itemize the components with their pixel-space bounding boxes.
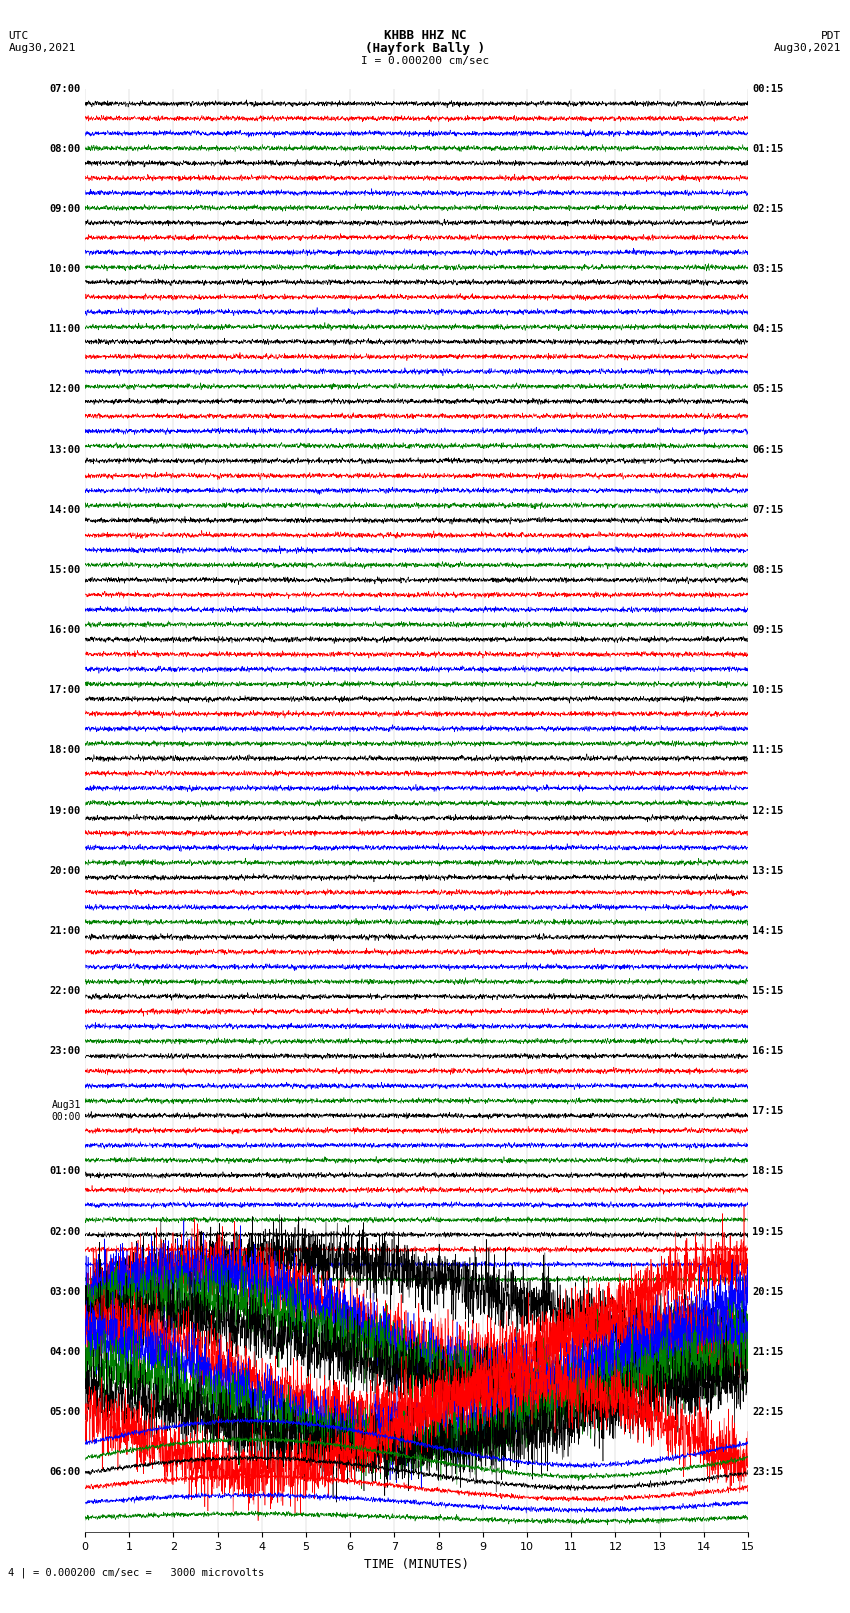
Text: 21:00: 21:00 <box>49 926 81 936</box>
Text: 22:00: 22:00 <box>49 986 81 995</box>
Text: 03:00: 03:00 <box>49 1287 81 1297</box>
Text: 14:00: 14:00 <box>49 505 81 515</box>
Text: 15:15: 15:15 <box>752 986 784 995</box>
Text: 10:15: 10:15 <box>752 686 784 695</box>
Text: 4 | = 0.000200 cm/sec =   3000 microvolts: 4 | = 0.000200 cm/sec = 3000 microvolts <box>8 1568 264 1578</box>
Text: (Hayfork Bally ): (Hayfork Bally ) <box>365 42 485 55</box>
Text: 08:00: 08:00 <box>49 144 81 153</box>
Text: 11:15: 11:15 <box>752 745 784 755</box>
Text: 11:00: 11:00 <box>49 324 81 334</box>
Text: 03:15: 03:15 <box>752 265 784 274</box>
Text: 07:00: 07:00 <box>49 84 81 94</box>
Text: 02:00: 02:00 <box>49 1226 81 1237</box>
Text: 04:15: 04:15 <box>752 324 784 334</box>
Text: 18:15: 18:15 <box>752 1166 784 1176</box>
Text: 05:00: 05:00 <box>49 1407 81 1418</box>
Text: 06:00: 06:00 <box>49 1468 81 1478</box>
Text: 09:00: 09:00 <box>49 203 81 215</box>
Text: 12:15: 12:15 <box>752 805 784 816</box>
Text: 05:15: 05:15 <box>752 384 784 395</box>
Text: 02:15: 02:15 <box>752 203 784 215</box>
Text: 13:15: 13:15 <box>752 866 784 876</box>
Text: I = 0.000200 cm/sec: I = 0.000200 cm/sec <box>361 56 489 66</box>
Text: 20:15: 20:15 <box>752 1287 784 1297</box>
Text: 19:00: 19:00 <box>49 805 81 816</box>
Text: 08:15: 08:15 <box>752 565 784 574</box>
Text: 13:00: 13:00 <box>49 445 81 455</box>
Text: 23:00: 23:00 <box>49 1047 81 1057</box>
Text: 22:15: 22:15 <box>752 1407 784 1418</box>
Text: Aug31
00:00: Aug31 00:00 <box>51 1100 81 1123</box>
Text: UTC
Aug30,2021: UTC Aug30,2021 <box>8 31 76 53</box>
Text: 01:15: 01:15 <box>752 144 784 153</box>
Text: 07:15: 07:15 <box>752 505 784 515</box>
Text: 23:15: 23:15 <box>752 1468 784 1478</box>
Text: 18:00: 18:00 <box>49 745 81 755</box>
Text: PDT
Aug30,2021: PDT Aug30,2021 <box>774 31 842 53</box>
Text: 00:15: 00:15 <box>752 84 784 94</box>
Text: 12:00: 12:00 <box>49 384 81 395</box>
Text: KHBB HHZ NC: KHBB HHZ NC <box>383 29 467 42</box>
Text: 10:00: 10:00 <box>49 265 81 274</box>
Text: 15:00: 15:00 <box>49 565 81 574</box>
X-axis label: TIME (MINUTES): TIME (MINUTES) <box>364 1558 469 1571</box>
Text: 06:15: 06:15 <box>752 445 784 455</box>
Text: 20:00: 20:00 <box>49 866 81 876</box>
Text: 16:15: 16:15 <box>752 1047 784 1057</box>
Text: 09:15: 09:15 <box>752 626 784 636</box>
Text: 17:00: 17:00 <box>49 686 81 695</box>
Text: 17:15: 17:15 <box>752 1107 784 1116</box>
Text: 16:00: 16:00 <box>49 626 81 636</box>
Text: 01:00: 01:00 <box>49 1166 81 1176</box>
Text: 19:15: 19:15 <box>752 1226 784 1237</box>
Text: 21:15: 21:15 <box>752 1347 784 1357</box>
Text: 14:15: 14:15 <box>752 926 784 936</box>
Text: 04:00: 04:00 <box>49 1347 81 1357</box>
